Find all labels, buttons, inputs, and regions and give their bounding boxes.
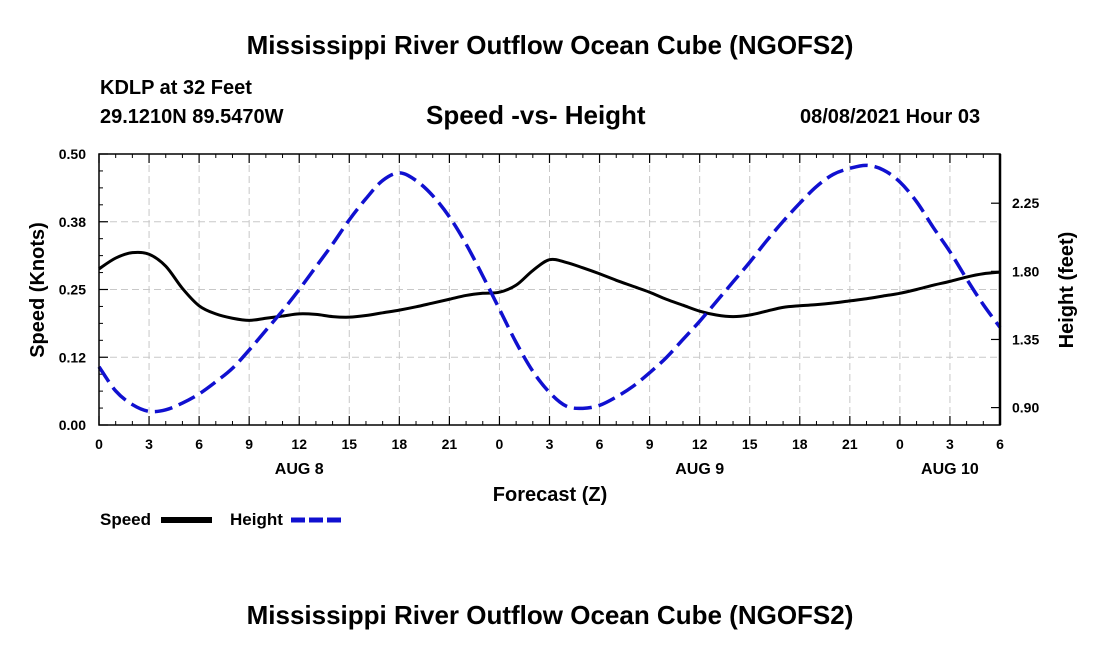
grid-lines (99, 154, 1000, 425)
x-tick-label: 9 (245, 436, 253, 452)
y-axis-title: Speed (Knots) (27, 222, 49, 358)
x-tick-label: 0 (496, 436, 504, 452)
x-tick-label: 12 (291, 436, 307, 452)
legend-speed-label: Speed (100, 510, 151, 529)
x-tick-label: 3 (546, 436, 554, 452)
x-tick-label: 6 (996, 436, 1004, 452)
y-tick-label: 0.00 (59, 417, 86, 433)
chart-subtitle: Speed -vs- Height (426, 100, 646, 130)
x-tick-label: 15 (341, 436, 357, 452)
chart-title: Mississippi River Outflow Ocean Cube (NG… (246, 30, 854, 60)
x-tick-label: 6 (596, 436, 604, 452)
series-lines (97, 163, 1002, 414)
x-tick-label: 9 (646, 436, 654, 452)
forecast-datetime: 08/08/2021 Hour 03 (800, 106, 981, 128)
legend: Speed Height (100, 510, 342, 529)
x-tick-label: 3 (145, 436, 153, 452)
y-tick-label: 0.12 (59, 349, 86, 365)
x-tick-label: 18 (792, 436, 808, 452)
x-tick-label: 18 (392, 436, 408, 452)
legend-height-label: Height (230, 510, 283, 529)
y-tick-label: 0.25 (59, 282, 86, 298)
station-coordinates: 29.1210N 89.5470W (100, 106, 284, 128)
y-tick-label: 0.38 (59, 214, 86, 230)
y2-tick-label: 1.80 (1012, 263, 1039, 279)
height-series-line (97, 163, 1002, 414)
date-label: AUG 8 (275, 461, 324, 478)
x-axis-title: Forecast (Z) (493, 484, 607, 506)
x-tick-label: 21 (842, 436, 858, 452)
date-label: AUG 10 (921, 461, 979, 478)
x-tick-label: 15 (742, 436, 758, 452)
x-tick-label: 21 (442, 436, 458, 452)
x-tick-label: 0 (896, 436, 904, 452)
x-tick-label: 12 (692, 436, 708, 452)
station-label: KDLP at 32 Feet (100, 77, 252, 99)
y2-tick-label: 2.25 (1012, 195, 1039, 211)
y2-axis-title: Height (feet) (1056, 232, 1078, 349)
x-tick-label: 6 (195, 436, 203, 452)
date-label: AUG 9 (675, 461, 724, 478)
axis-labels: 0 3 6 9 12 15 18 21 0 3 6 9 12 15 18 21 0 3 6 0.00 0.12 0.25 0… (59, 146, 1040, 478)
x-tick-label: 3 (946, 436, 954, 452)
y2-tick-label: 1.35 (1012, 331, 1039, 347)
y2-tick-label: 0.90 (1012, 400, 1039, 416)
x-tick-label: 0 (95, 436, 103, 452)
footer-title: Mississippi River Outflow Ocean Cube (NG… (246, 600, 854, 630)
y-tick-label: 0.50 (59, 146, 86, 162)
speed-series-line (98, 250, 1001, 322)
